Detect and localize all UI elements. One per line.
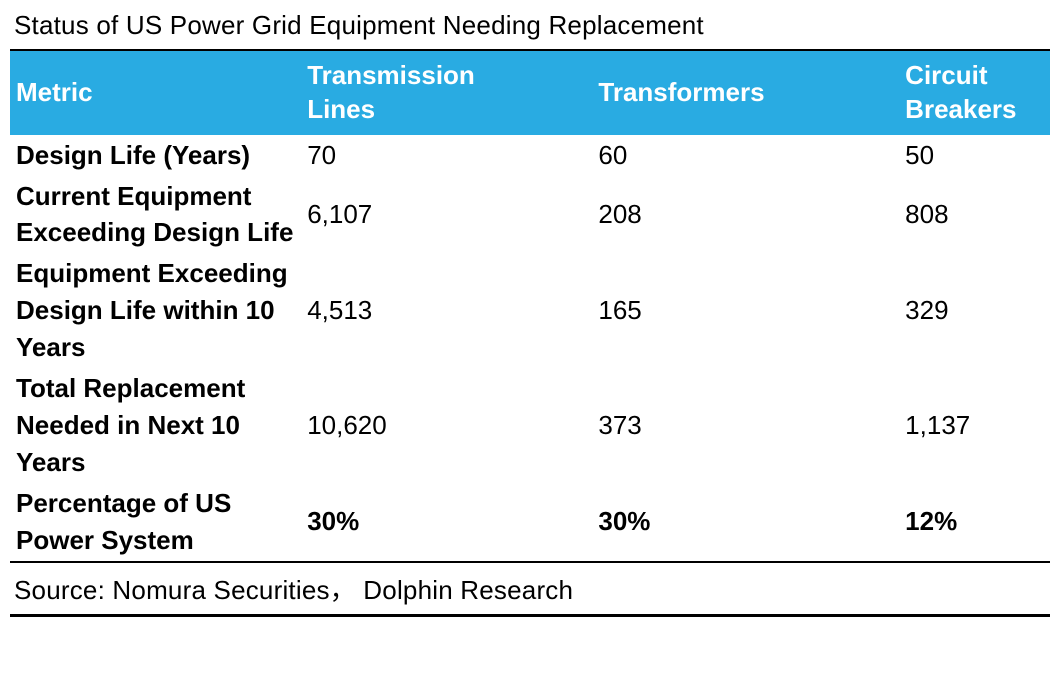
source-note: Source: Nomura Securities， Dolphin Resea… bbox=[10, 560, 1050, 617]
column-header-label: Transformers bbox=[598, 76, 765, 107]
table-row: Equipment Exceeding Design Life within 1… bbox=[10, 253, 1050, 368]
value-cell: 329 bbox=[905, 295, 949, 326]
column-header: Transformers bbox=[592, 51, 900, 135]
value-cell: 208 bbox=[598, 198, 642, 229]
value-cell: 808 bbox=[905, 198, 949, 229]
value-cell: 6,107 bbox=[307, 198, 373, 229]
table-row: Current Equipment Exceeding Design Life 6… bbox=[10, 176, 1050, 254]
column-header: Transmission Lines bbox=[301, 51, 593, 135]
value-cell: 50 bbox=[905, 139, 935, 170]
value-cell: 60 bbox=[598, 139, 628, 170]
value-cell: 373 bbox=[598, 409, 642, 440]
column-header-label: Circuit Breakers bbox=[905, 60, 1017, 124]
metric-cell: Equipment Exceeding Design Life within 1… bbox=[16, 258, 288, 363]
value-cell: 12% bbox=[905, 506, 958, 537]
column-header-label: Metric bbox=[16, 76, 93, 107]
table-row: Total Replacement Needed in Next 10 Year… bbox=[10, 368, 1050, 483]
value-cell: 30% bbox=[307, 506, 360, 537]
table-header: Metric Transmission Lines Transformers Circ… bbox=[10, 51, 1050, 135]
table-row: Percentage of US Power System 30% 30% 12% bbox=[10, 483, 1050, 561]
page-title: Status of US Power Grid Equipment Needin… bbox=[10, 6, 1050, 51]
column-header: Circuit Breakers bbox=[899, 51, 1050, 135]
value-cell: 165 bbox=[598, 295, 642, 326]
column-header-label: Transmission Lines bbox=[307, 60, 475, 124]
table-body: Design Life (Years) 70 60 50 Current Equipme… bbox=[10, 135, 1050, 561]
metric-cell: Percentage of US Power System bbox=[16, 487, 232, 555]
table-row: Design Life (Years) 70 60 50 bbox=[10, 135, 1050, 176]
column-header: Metric bbox=[10, 51, 302, 135]
value-cell: 1,137 bbox=[905, 409, 971, 440]
value-cell: 30% bbox=[598, 506, 651, 537]
metric-cell: Total Replacement Needed in Next 10 Year… bbox=[16, 373, 246, 477]
value-cell: 4,513 bbox=[307, 295, 373, 326]
value-cell: 10,620 bbox=[307, 409, 387, 440]
metric-cell: Current Equipment Exceeding Design Life bbox=[16, 180, 294, 248]
equipment-table: Metric Transmission Lines Transformers Circ… bbox=[10, 51, 1050, 561]
value-cell: 70 bbox=[307, 139, 337, 170]
header-row: Metric Transmission Lines Transformers Circ… bbox=[10, 51, 1050, 135]
metric-cell: Design Life (Years) bbox=[16, 139, 251, 170]
